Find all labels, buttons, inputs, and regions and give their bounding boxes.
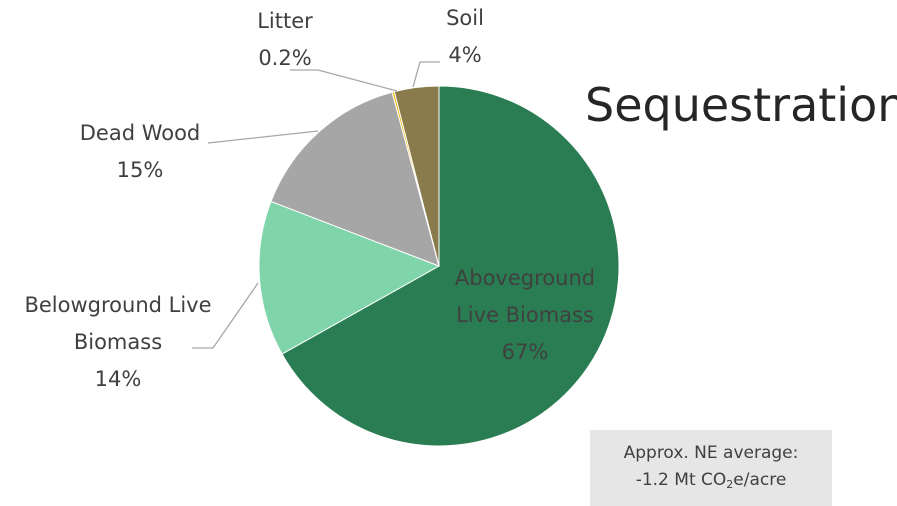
value-label: 67% (501, 340, 549, 364)
data-label: Soil 4% (415, 0, 515, 74)
leader-line (192, 282, 259, 349)
category-label: Belowground Live Biomass (24, 293, 212, 354)
value-label: 14% (94, 367, 142, 391)
value-label: 4% (448, 43, 482, 67)
annotation-line: -1.2 Mt CO2e/acre (590, 467, 832, 494)
annotation-subscript: 2 (726, 478, 734, 491)
pie-slice (258, 200, 441, 355)
value-label: 15% (116, 158, 164, 182)
annotation-text: -1.2 Mt CO (635, 470, 727, 490)
annotation: Approx. NE average: -1.2 Mt CO2e/acre (590, 430, 832, 506)
leader-line (412, 61, 440, 88)
leader-line (290, 69, 398, 92)
data-label: Belowground Live Biomass 14% (0, 287, 238, 398)
annotation-text: e/acre (733, 470, 787, 490)
category-label: Dead Wood (79, 121, 201, 145)
data-label: Aboveground Live Biomass 67% (440, 260, 610, 371)
data-label: Dead Wood 15% (40, 115, 240, 189)
chart-title: Sequestration (585, 78, 897, 132)
category-label: Litter (257, 9, 313, 33)
pie-slice (393, 85, 440, 267)
pie-slice (281, 85, 620, 447)
pie-slice (270, 91, 440, 267)
annotation-line: Approx. NE average: (623, 443, 799, 463)
category-label: Soil (446, 6, 484, 30)
leader-line (207, 130, 319, 144)
data-label: Litter 0.2% (235, 3, 335, 77)
value-label: 0.2% (258, 46, 312, 70)
category-label: Aboveground Live Biomass (454, 266, 596, 327)
